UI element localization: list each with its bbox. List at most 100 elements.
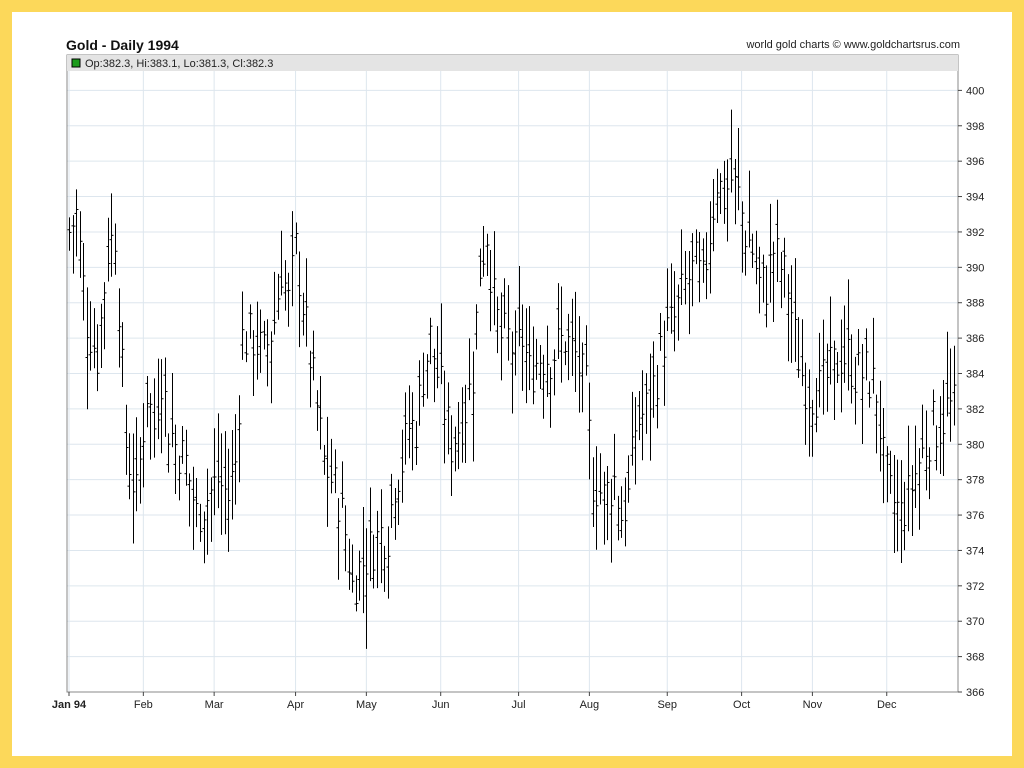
chart-credit: world gold charts © www.goldchartsrus.co… xyxy=(746,39,960,51)
ohlc-bar xyxy=(687,251,692,335)
ohlc-bar xyxy=(800,319,805,387)
ohlc-bar xyxy=(435,326,440,389)
y-tick-label: 380 xyxy=(966,439,984,451)
ohlc-bar xyxy=(485,233,490,277)
ohlc-bar xyxy=(294,222,299,255)
ohlc-bar xyxy=(807,369,812,457)
ohlc-bar xyxy=(616,495,621,541)
ohlc-bar xyxy=(803,362,808,445)
ohlc-bar xyxy=(658,312,663,351)
ohlc-bar xyxy=(304,258,309,347)
ohlc-bar xyxy=(531,326,536,405)
ohlc-bar xyxy=(906,425,911,532)
ohlc-bar xyxy=(124,404,129,475)
ohlc-bar xyxy=(354,575,359,612)
ohlc-bar xyxy=(283,260,288,311)
legend-label: Op:382.3, Hi:383.1, Lo:381.3, Cl:382.3 xyxy=(85,58,273,70)
ohlc-bar xyxy=(527,306,532,391)
ohlc-bar xyxy=(336,498,341,580)
x-tick-label: Jul xyxy=(512,699,526,711)
legend-strip xyxy=(67,55,958,71)
ohlc-bar xyxy=(626,455,631,503)
ohlc-bar xyxy=(223,431,228,535)
ohlc-bar xyxy=(910,465,915,536)
ohlc-bar xyxy=(371,534,376,589)
ohlc-bar xyxy=(95,324,100,392)
ohlc-bar xyxy=(191,466,196,550)
ohlc-bar xyxy=(619,486,624,538)
ohlc-bar xyxy=(828,296,833,385)
ohlc-bar xyxy=(899,460,904,563)
axes: 366 368 370 372 374 376 378 380 382 384 386 388 390 3… xyxy=(52,85,984,711)
ohlc-bar xyxy=(637,391,642,441)
ohlc-bar xyxy=(177,455,182,501)
ohlc-bar xyxy=(219,433,224,535)
ohlc-bar xyxy=(630,391,635,466)
ohlc-bar xyxy=(902,481,907,551)
ohlc-bar xyxy=(301,292,306,336)
ohlc-bar xyxy=(655,364,660,429)
ohlc-bar xyxy=(594,446,599,550)
ohlc-bar xyxy=(864,328,869,381)
ohlc-bar xyxy=(517,266,522,347)
ohlc-bar xyxy=(556,283,561,360)
x-tick-label: Aug xyxy=(580,699,600,711)
y-tick-label: 366 xyxy=(966,687,984,699)
y-tick-label: 374 xyxy=(966,545,984,557)
ohlc-bar xyxy=(839,319,844,413)
ohlc-bar xyxy=(407,385,412,459)
ohlc-bar xyxy=(393,488,398,540)
ohlc-bar xyxy=(878,380,883,472)
ohlc-bar xyxy=(251,330,256,397)
ohlc-bar xyxy=(577,316,582,413)
ohlc-bar xyxy=(400,429,405,503)
x-tick-label: Jan 94 xyxy=(52,699,87,711)
ohlc-bar xyxy=(524,308,529,404)
ohlc-bar xyxy=(379,489,384,584)
y-tick-label: 398 xyxy=(966,121,984,133)
ohlc-bar xyxy=(212,428,217,516)
ohlc-bar xyxy=(754,230,759,285)
ohlc-bar xyxy=(697,231,702,303)
ohlc-bar xyxy=(931,389,936,426)
ohlc-bar xyxy=(272,271,277,335)
ohlc-bar xyxy=(817,332,822,408)
ohlc-bar xyxy=(488,249,493,332)
chart-card: Gold - Daily 1994 world gold charts © ww… xyxy=(12,12,1012,756)
ohlc-bar xyxy=(510,331,515,414)
x-tick-label: Feb xyxy=(134,699,153,711)
ohlc-bar xyxy=(361,506,366,614)
ohlc-bar xyxy=(591,457,596,528)
ohlc-bar xyxy=(205,468,210,555)
ohlc-bar xyxy=(439,303,444,385)
ohlc-bar xyxy=(471,351,476,462)
ohlc-bar xyxy=(396,479,401,526)
ohlc-bar xyxy=(120,322,125,387)
ohlc-bar xyxy=(708,201,713,294)
ohlc-bar xyxy=(651,341,656,418)
ohlc-bar xyxy=(952,345,957,426)
y-tick-label: 394 xyxy=(966,192,984,204)
ohlc-bar xyxy=(449,415,454,497)
ohlc-bar xyxy=(573,291,578,393)
ohlc-bar xyxy=(793,258,798,362)
y-tick-label: 392 xyxy=(966,227,984,239)
ohlc-bar xyxy=(853,356,858,425)
ohlc-bar xyxy=(948,348,953,442)
ohlc-bar xyxy=(99,303,104,369)
ohlc-bar xyxy=(633,397,638,485)
ohlc-bar xyxy=(548,367,553,428)
ohlc-bar xyxy=(311,330,316,381)
ohlc-bar xyxy=(779,252,784,309)
ohlc-bar xyxy=(145,375,150,428)
ohlc-bar xyxy=(924,410,929,491)
ohlc-bar xyxy=(202,511,207,564)
ohlc-bar xyxy=(78,211,83,278)
ohlc-bar xyxy=(269,331,274,404)
ohlc-bar xyxy=(318,376,323,450)
ohlc-bar xyxy=(920,404,925,459)
ohlc-bar xyxy=(180,426,185,464)
ohlc-bar xyxy=(382,545,387,592)
ohlc-bar xyxy=(796,317,801,378)
ohlc-bar xyxy=(849,334,854,404)
